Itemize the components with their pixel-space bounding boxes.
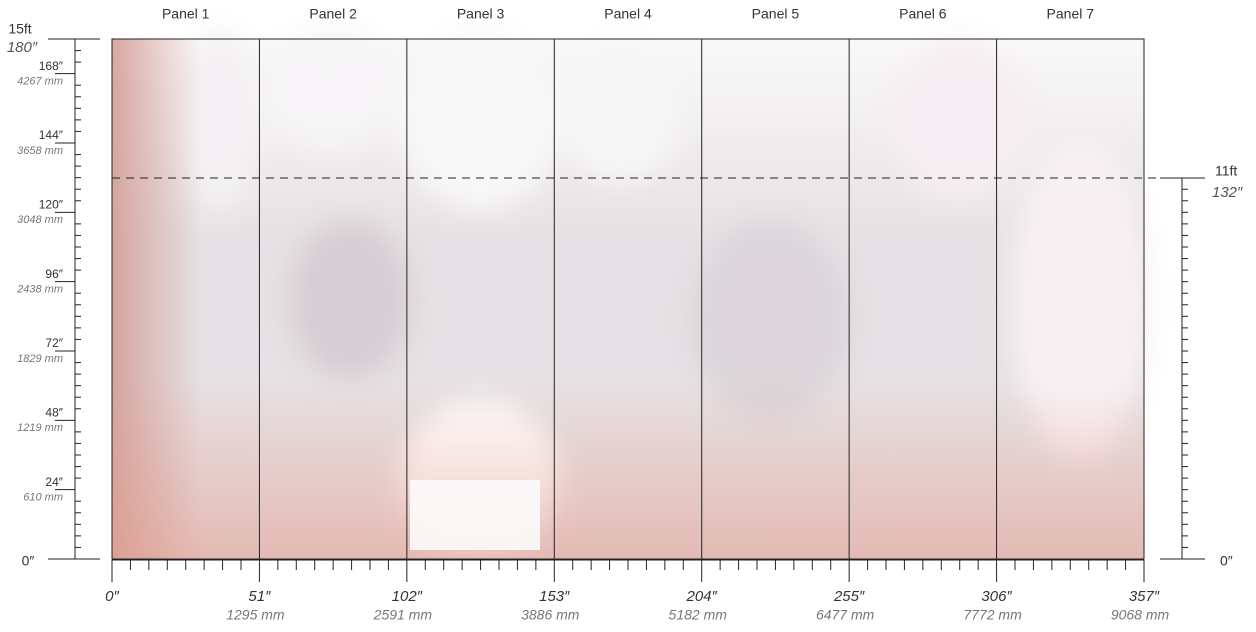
ruler-inch: 96″ [45,267,63,281]
panel-title: Panel 3 [457,6,505,22]
ruler-ft: 15ft [8,21,31,37]
ruler-mm: 1295 mm [226,607,285,623]
ruler-in: 180″ [7,39,38,56]
ruler-mm: 2438 mm [16,284,63,296]
ruler-inch: 72″ [45,336,63,350]
ruler-inch: 102″ [392,588,423,605]
panel-title: Panel 2 [309,6,357,22]
ruler-inch: 24″ [45,475,63,489]
ruler-mm: 3886 mm [521,607,580,623]
ruler-mm: 3048 mm [17,214,63,226]
ruler-inch: 48″ [45,406,63,420]
ruler-inch: 168″ [39,59,64,73]
ruler-inch: 204″ [686,588,718,605]
ruler-mm: 2591 mm [373,607,433,623]
ruler-inch: 153″ [539,588,570,605]
panel-title: Panel 7 [1047,6,1095,22]
ruler-mm: 6477 mm [816,607,875,623]
ruler-mm: 5182 mm [669,607,728,623]
ruler-inch: 144″ [39,128,64,142]
ruler-zero: 0″ [105,588,119,605]
ruler-ft: 11ft [1215,163,1237,179]
ruler-inch: 306″ [981,588,1012,605]
ruler-inch: 51″ [248,588,271,605]
image-border [111,38,1145,560]
panel-title: Panel 6 [899,6,947,22]
ruler-mm: 1829 mm [17,353,63,365]
ruler-mm: 1219 mm [17,422,63,434]
ruler-mm: 610 mm [23,492,63,504]
ruler-zero: 0″ [22,553,35,569]
ruler-inch: 255″ [833,588,865,605]
ruler-inch: 120″ [39,198,64,212]
ruler-mm: 9068 mm [1111,607,1170,623]
ruler-zero: 0″ [1220,553,1233,569]
ruler-in: 132″ [1212,184,1243,201]
ruler-inch: 357″ [1129,588,1160,605]
panel-title: Panel 1 [162,6,210,22]
panel-title: Panel 5 [752,6,800,22]
ruler-mm: 3658 mm [17,145,63,157]
ruler-mm: 7772 mm [963,607,1022,623]
wallpaper-image [112,30,1150,560]
ruler-mm: 4267 mm [17,76,63,88]
panel-title: Panel 4 [604,6,652,22]
